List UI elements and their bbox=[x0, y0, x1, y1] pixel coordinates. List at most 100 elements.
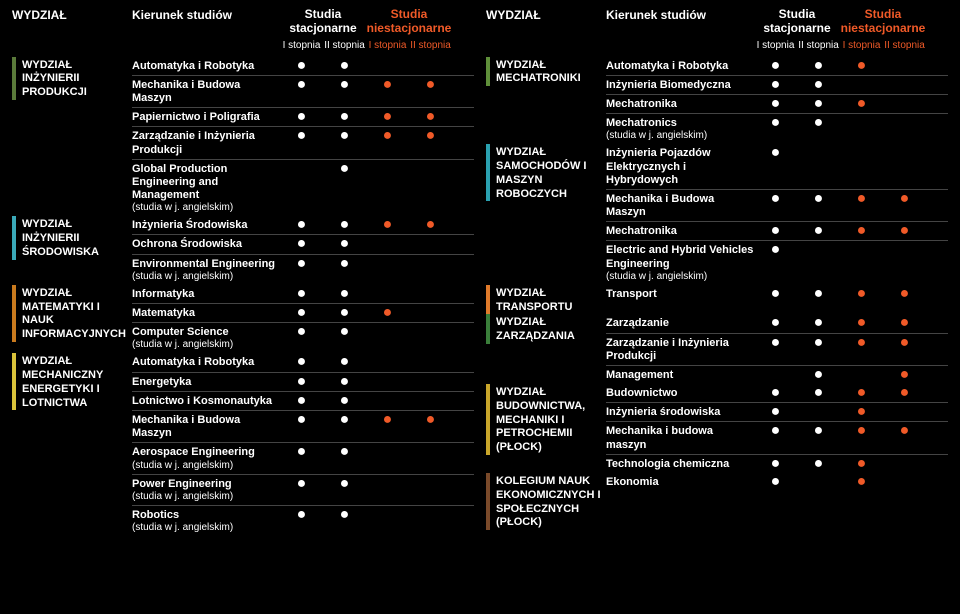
dot-cell bbox=[840, 60, 883, 72]
course-row: Mechanika i Budowa Maszyn bbox=[132, 75, 474, 107]
dept-group: WYDZIAŁ INŻYNIERII ŚRODOWISKAInżynieria … bbox=[12, 216, 474, 285]
dot-cell bbox=[280, 219, 323, 231]
course-row: Energetyka bbox=[132, 372, 474, 391]
dot-cell bbox=[323, 414, 366, 426]
course-name: Mechanika i Budowa Maszyn bbox=[132, 79, 280, 105]
dept-label: WYDZIAŁ BUDOWNICTWA, MECHANIKI I PETROCH… bbox=[486, 384, 606, 455]
course-row: Inżynieria Środowiska bbox=[132, 216, 474, 234]
course-row: Power Engineering(studia w j. angielskim… bbox=[132, 474, 474, 505]
dept-group: WYDZIAŁ SAMOCHODÓW I MASZYN ROBOCZYCHInż… bbox=[486, 144, 948, 285]
dept-label: KOLEGIUM NAUK EKONOMICZNYCH I SPOŁECZNYC… bbox=[486, 473, 606, 530]
left-half: WYDZIAŁ Kierunek studiów Studia stacjona… bbox=[12, 8, 474, 536]
course-name: Mechanika i Budowa Maszyn bbox=[132, 414, 280, 440]
dot-cell bbox=[280, 326, 323, 338]
dept-tick bbox=[486, 314, 490, 344]
course-row: Automatyka i Robotyka bbox=[606, 57, 948, 75]
course-name: Inżynieria Biomedyczna bbox=[606, 79, 754, 92]
course-lang-note: (studia w j. angielskim) bbox=[606, 130, 754, 142]
course-name: Mechanika i budowa maszyn bbox=[606, 425, 754, 451]
course-lang-note: (studia w j. angielskim) bbox=[132, 339, 280, 351]
dot-cell bbox=[797, 193, 840, 205]
course-row: Mechatronika bbox=[606, 221, 948, 240]
dept-group: KOLEGIUM NAUK EKONOMICZNYCH I SPOŁECZNYC… bbox=[486, 473, 948, 530]
right-half: WYDZIAŁ Kierunek studiów Studia stacjona… bbox=[486, 8, 948, 536]
dept-group: WYDZIAŁ INŻYNIERII PRODUKCJIAutomatyka i… bbox=[12, 57, 474, 217]
course-row: Inżynieria Pojazdów Elektrycznych i Hybr… bbox=[606, 144, 948, 189]
dot-cell bbox=[754, 117, 797, 129]
dept-group: WYDZIAŁ MECHANICZNY ENERGETYKI I LOTNICT… bbox=[12, 353, 474, 536]
dot-cell bbox=[797, 117, 840, 129]
course-row: Lotnictwo i Kosmonautyka bbox=[132, 391, 474, 410]
course-name: Mechanika i Budowa Maszyn bbox=[606, 193, 754, 219]
course-row: Mechanika i Budowa Maszyn bbox=[132, 410, 474, 442]
dot-cell bbox=[323, 288, 366, 300]
dot-cell bbox=[754, 476, 797, 488]
course-lang-note: (studia w j. angielskim) bbox=[132, 460, 280, 472]
dot-cell bbox=[323, 446, 366, 458]
course-row: Mechatronika bbox=[606, 94, 948, 113]
hdr-stac-r: Studia stacjonarne bbox=[754, 8, 840, 36]
course-row: Electric and Hybrid Vehicles Engineering… bbox=[606, 240, 948, 284]
course-name: Matematyka bbox=[132, 307, 280, 320]
dot-cell bbox=[280, 238, 323, 250]
hdr-dept: WYDZIAŁ bbox=[12, 8, 132, 36]
dept-label: WYDZIAŁ TRANSPORTU bbox=[486, 285, 606, 315]
course-name: Transport bbox=[606, 288, 754, 301]
dept-tick bbox=[486, 285, 490, 315]
course-row: Papiernictwo i Poligrafia bbox=[132, 107, 474, 126]
course-row: Informatyka bbox=[132, 285, 474, 303]
sub-s2b: II stopnia bbox=[409, 40, 452, 51]
dot-cell bbox=[797, 425, 840, 437]
hdr-kier-r: Kierunek studiów bbox=[606, 8, 754, 36]
dot-cell bbox=[409, 130, 452, 142]
course-name: Informatyka bbox=[132, 288, 280, 301]
course-row: Mechanika i budowa maszyn bbox=[606, 421, 948, 453]
hdr-stac: Studia stacjonarne bbox=[280, 8, 366, 36]
course-name: Technologia chemiczna bbox=[606, 458, 754, 471]
sub-s1b: I stopnia bbox=[366, 40, 409, 51]
dot-cell bbox=[754, 387, 797, 399]
course-row: Environmental Engineering(studia w j. an… bbox=[132, 254, 474, 285]
dot-cell bbox=[840, 98, 883, 110]
course-row: Transport bbox=[606, 285, 948, 303]
hdr-niestac: Studia niestacjonarne bbox=[366, 8, 452, 36]
course-name: Lotnictwo i Kosmonautyka bbox=[132, 395, 280, 408]
dot-cell bbox=[754, 147, 797, 159]
course-name: Robotics(studia w j. angielskim) bbox=[132, 509, 280, 534]
course-row: Management bbox=[606, 365, 948, 384]
dot-cell bbox=[323, 219, 366, 231]
dot-cell bbox=[323, 376, 366, 388]
dept-group: WYDZIAŁ TRANSPORTUTransport bbox=[486, 285, 948, 315]
dot-cell bbox=[323, 79, 366, 91]
dot-cell bbox=[797, 225, 840, 237]
course-row: Automatyka i Robotyka bbox=[132, 57, 474, 75]
dot-cell bbox=[754, 98, 797, 110]
hdr-dept-r: WYDZIAŁ bbox=[486, 8, 606, 36]
dot-cell bbox=[840, 387, 883, 399]
dot-cell bbox=[280, 60, 323, 72]
course-row: Technologia chemiczna bbox=[606, 454, 948, 473]
dot-cell bbox=[280, 111, 323, 123]
course-lang-note: (studia w j. angielskim) bbox=[132, 522, 280, 534]
course-name: Papiernictwo i Poligrafia bbox=[132, 111, 280, 124]
dot-cell bbox=[366, 307, 409, 319]
course-name: Budownictwo bbox=[606, 387, 754, 400]
dept-tick bbox=[12, 285, 16, 342]
dot-cell bbox=[883, 387, 926, 399]
dot-cell bbox=[840, 406, 883, 418]
course-row: Global Production Engineering and Manage… bbox=[132, 159, 474, 217]
right-body: WYDZIAŁ MECHATRONIKIAutomatyka i Robotyk… bbox=[486, 57, 948, 530]
dot-cell bbox=[280, 307, 323, 319]
course-name: Power Engineering(studia w j. angielskim… bbox=[132, 478, 280, 503]
dot-cell bbox=[797, 317, 840, 329]
dot-cell bbox=[840, 425, 883, 437]
dot-cell bbox=[754, 193, 797, 205]
dot-cell bbox=[280, 288, 323, 300]
dot-cell bbox=[883, 317, 926, 329]
dot-cell bbox=[754, 288, 797, 300]
dot-cell bbox=[797, 98, 840, 110]
dot-cell bbox=[797, 458, 840, 470]
dot-cell bbox=[840, 337, 883, 349]
dot-cell bbox=[323, 238, 366, 250]
dot-cell bbox=[797, 288, 840, 300]
